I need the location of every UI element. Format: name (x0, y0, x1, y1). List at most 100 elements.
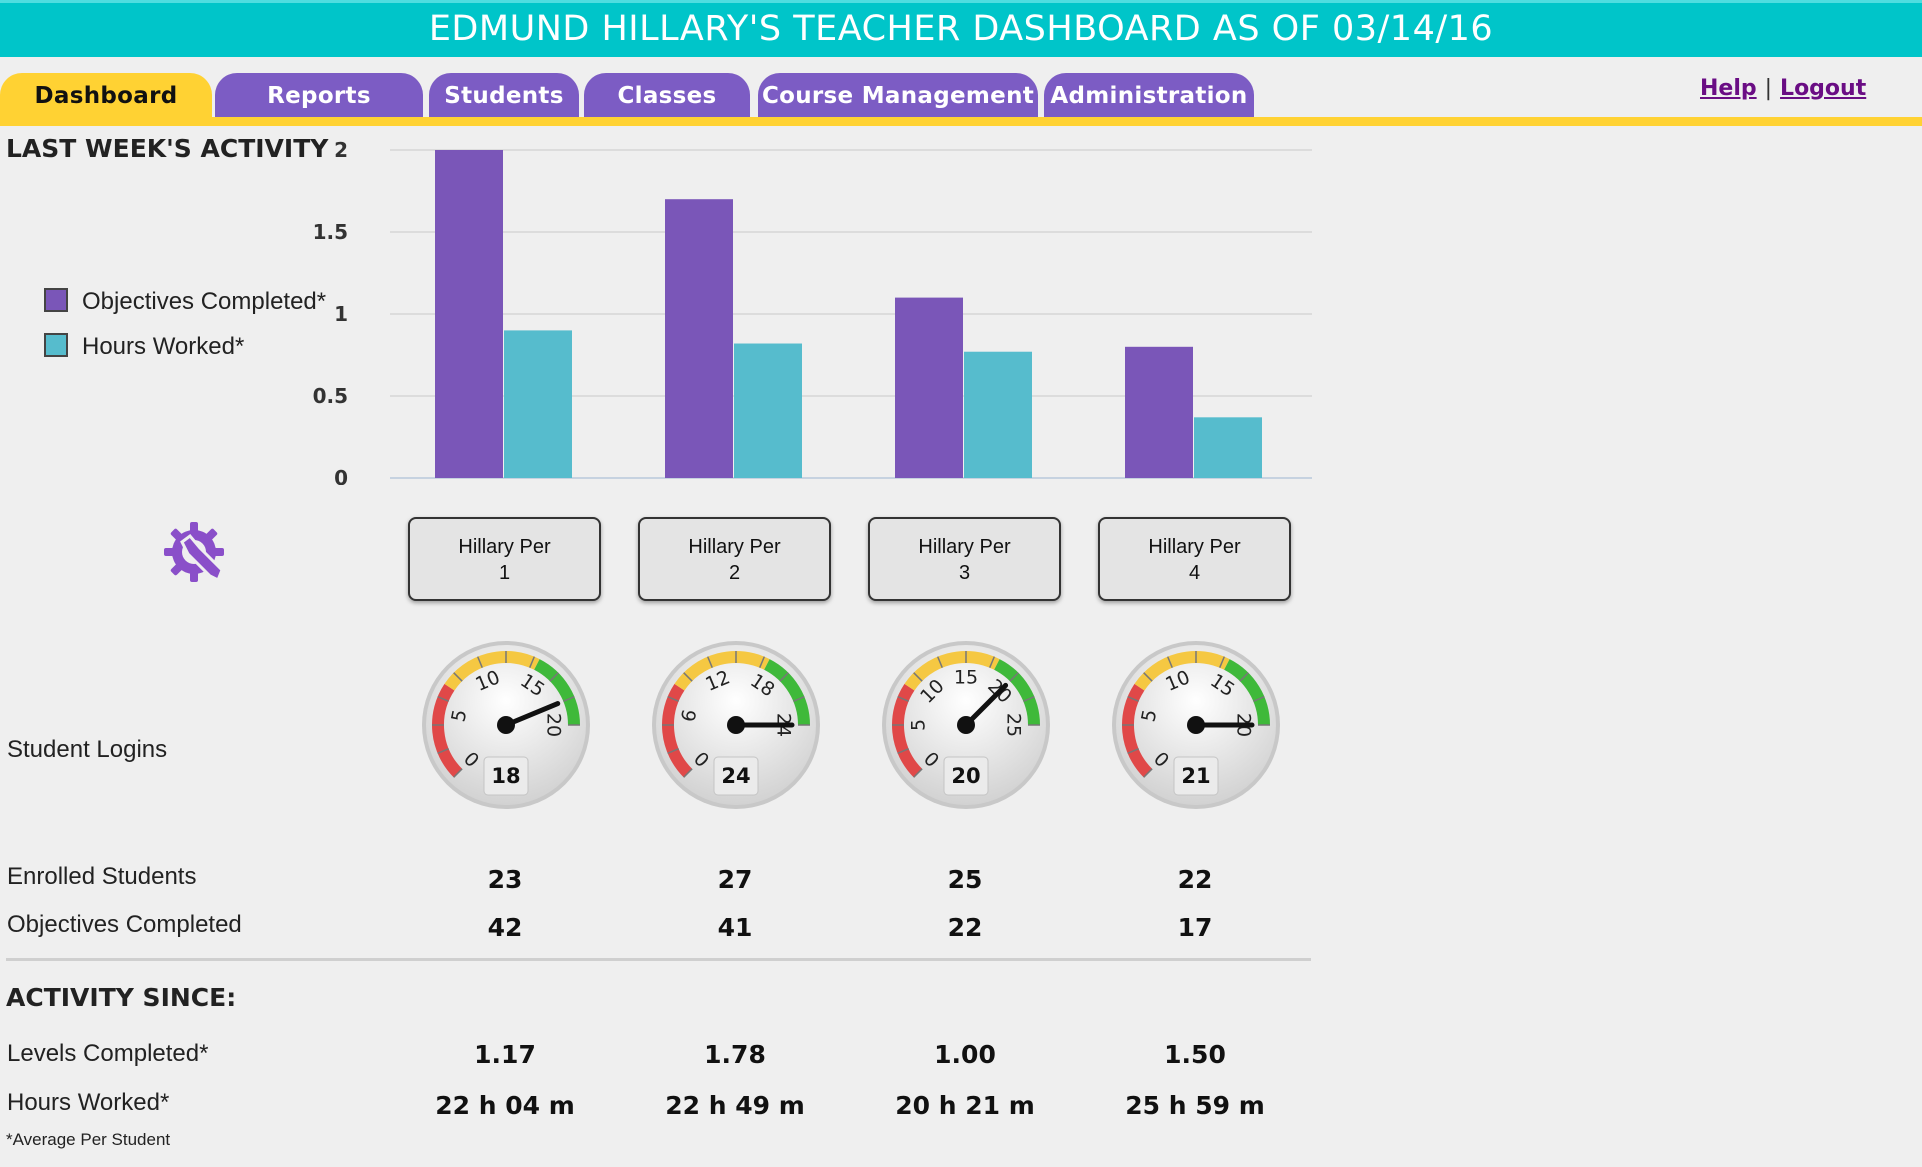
enrolled-per-4: 22 (1177, 865, 1213, 894)
y-tick-label: 1 (334, 302, 348, 326)
activity-since-heading: ACTIVITY SINCE: (6, 983, 237, 1012)
gauge-band (662, 683, 693, 778)
gauge-tick (779, 672, 789, 682)
gauge-tick-label: 20 (543, 713, 565, 737)
footnote: *Average Per Student (6, 1130, 171, 1149)
gauge-tick (936, 656, 943, 669)
gauge-band (432, 683, 463, 778)
gauge-tick-label: 5 (447, 708, 471, 724)
legend-objectives: Objectives Completed* (44, 286, 326, 317)
gauge-tick (437, 695, 450, 702)
page-title: EDMUND HILLARY'S TEACHER DASHBOARD AS OF… (0, 0, 1922, 57)
gauge-band (444, 651, 540, 691)
gauge-value: 18 (491, 764, 520, 788)
activity-heading: LAST WEEK'S ACTIVITY (6, 134, 329, 163)
hours-per-1: 22 h 04 m (435, 1091, 575, 1120)
gauge-tick (989, 656, 996, 669)
gauge-tick (706, 656, 713, 669)
gauge-value: 24 (721, 764, 750, 788)
tab-reports[interactable]: Reports (215, 73, 423, 119)
gauge-tick (1166, 656, 1173, 669)
bar-hours-per-2 (734, 343, 802, 478)
tab-classes[interactable]: Classes (584, 73, 750, 119)
legend-label-hours: Hours Worked* (82, 333, 245, 360)
tab-underline (0, 117, 1922, 126)
legend-swatch-objectives (44, 288, 68, 312)
objectives-per-3: 22 (947, 913, 983, 942)
bar-hours-per-3 (964, 351, 1032, 478)
tab-course-management[interactable]: Course Management (758, 73, 1038, 119)
gauge-tick (1143, 672, 1153, 682)
gauge-tick-label: 6 (677, 708, 701, 724)
enrolled-per-1: 23 (487, 865, 523, 894)
objectives-per-4: 17 (1177, 913, 1213, 942)
gauge-tick (437, 748, 450, 755)
hours-worked-label: Hours Worked* (7, 1089, 170, 1116)
gauge-band (993, 659, 1040, 726)
objectives-per-1: 42 (487, 913, 523, 942)
gauge-tick-label: 5 (1137, 708, 1161, 724)
class-settings-button[interactable] (160, 518, 236, 599)
gauge-needle (963, 682, 1009, 728)
levels-per-3: 1.00 (934, 1040, 996, 1069)
gauge-tick (562, 695, 575, 702)
hours-per-2: 22 h 49 m (665, 1091, 805, 1120)
levels-per-2: 1.78 (704, 1040, 766, 1069)
class-button-per-4[interactable]: Hillary Per 4 (1098, 517, 1291, 601)
class-button-per-1[interactable]: Hillary Per 1 (408, 517, 601, 601)
gauge-value: 21 (1181, 764, 1210, 788)
gauge-value-box (483, 756, 529, 796)
gauge-tick (897, 695, 910, 702)
chart-legend: Objectives Completed* Hours Worked* (44, 286, 326, 376)
bar-objectives-per-3 (895, 297, 963, 478)
gauge-hub (727, 716, 745, 734)
gauge-tick (913, 768, 923, 778)
gauge-band (763, 659, 810, 726)
gauge-tick (549, 672, 559, 682)
bar-hours-per-1 (504, 330, 572, 478)
gauge-tick (913, 672, 923, 682)
gauge-tick (897, 748, 910, 755)
gauge-tick (1219, 656, 1226, 669)
gauge-tick-label: 25 (1003, 713, 1025, 737)
tab-dashboard[interactable]: Dashboard (0, 73, 212, 119)
student-logins-label: Student Logins (7, 736, 168, 763)
gauge-hub (957, 716, 975, 734)
gauge-hub (497, 716, 515, 734)
bar-hours-per-4 (1194, 417, 1262, 478)
gauge-band (1134, 651, 1230, 691)
gauge-tick (476, 656, 483, 669)
y-tick-label: 0 (334, 466, 348, 485)
logout-link[interactable]: Logout (1780, 76, 1867, 101)
gauge-tick (529, 656, 536, 669)
bar-objectives-per-2 (665, 199, 733, 478)
gauge-value-box (1173, 756, 1219, 796)
gauge-hub (1187, 716, 1205, 734)
gauge-tick (453, 672, 463, 682)
enrolled-per-2: 27 (717, 865, 753, 894)
gauge-band (1122, 683, 1153, 778)
activity-bar-chart: 2 1.5 1 0.5 0 (313, 140, 1312, 485)
gauge-tick (683, 768, 693, 778)
y-tick-label: 1.5 (313, 220, 348, 244)
class-button-per-2[interactable]: Hillary Per 2 (638, 517, 831, 601)
help-link[interactable]: Help (1700, 76, 1757, 101)
gauge-tick (792, 695, 805, 702)
gauge-tick (1252, 695, 1265, 702)
levels-completed-label: Levels Completed* (7, 1040, 209, 1067)
tab-administration[interactable]: Administration (1044, 73, 1254, 119)
gauge-tick (1239, 672, 1249, 682)
hours-per-4: 25 h 59 m (1125, 1091, 1265, 1120)
tab-students[interactable]: Students (429, 73, 579, 119)
levels-per-4: 1.50 (1164, 1040, 1226, 1069)
gauge-band (674, 651, 770, 691)
gauge-tick (667, 748, 680, 755)
legend-label-objectives: Objectives Completed* (82, 288, 327, 315)
bar-objectives-per-1 (435, 150, 503, 478)
y-tick-label: 0.5 (313, 384, 348, 408)
gauge-tick (759, 656, 766, 669)
gauge-band (533, 659, 580, 726)
class-button-per-3[interactable]: Hillary Per 3 (868, 517, 1061, 601)
